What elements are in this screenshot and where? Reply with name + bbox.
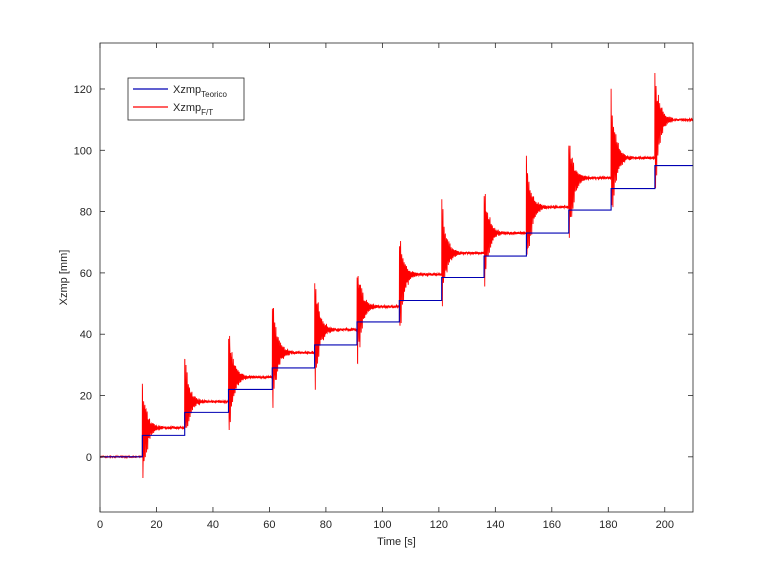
y-tick-label: 80 <box>80 207 92 219</box>
legend-label-theoretical-subscript: Teorico <box>201 90 227 99</box>
y-tick-label: 40 <box>80 329 92 341</box>
x-tick-label: 160 <box>543 519 561 531</box>
plot-area <box>100 43 693 512</box>
x-tick-label: 20 <box>150 519 162 531</box>
x-tick-label: 100 <box>373 519 391 531</box>
y-tick-label: 20 <box>80 391 92 403</box>
y-tick-label: 0 <box>86 452 92 464</box>
x-axis-label: Time [s] <box>377 536 416 548</box>
legend-box <box>127 77 245 121</box>
legend-label-ft-main: Xzmp <box>173 102 201 114</box>
legend-label-theoretical: XzmpTeorico <box>173 84 227 99</box>
axes-box <box>99 42 694 513</box>
y-tick-label: 60 <box>80 268 92 280</box>
x-tick-label: 180 <box>599 519 617 531</box>
x-tick-label: 80 <box>320 519 332 531</box>
legend: XzmpTeorico XzmpF/T <box>127 77 245 121</box>
x-tick-label: 200 <box>656 519 674 531</box>
ticks-layer: 0 20 40 60 80 100 120 140 160 180 200 0 20 40 60 80 100 1… <box>74 43 693 531</box>
series-theoretical-line <box>100 165 693 458</box>
x-tick-label: 40 <box>207 519 219 531</box>
series-layer <box>100 72 693 478</box>
x-tick-label: 120 <box>430 519 448 531</box>
x-tick-label: 140 <box>486 519 504 531</box>
legend-label-theoretical-main: Xzmp <box>173 84 201 96</box>
y-tick-label: 100 <box>74 145 92 157</box>
x-tick-label: 60 <box>263 519 275 531</box>
series-ft-line <box>100 72 693 478</box>
x-tick-label: 0 <box>97 519 103 531</box>
legend-label-ft: XzmpF/T <box>173 102 213 117</box>
legend-label-ft-subscript: F/T <box>201 108 213 117</box>
y-axis-label: Xzmp [mm] <box>58 250 70 306</box>
y-tick-label: 120 <box>74 84 92 96</box>
